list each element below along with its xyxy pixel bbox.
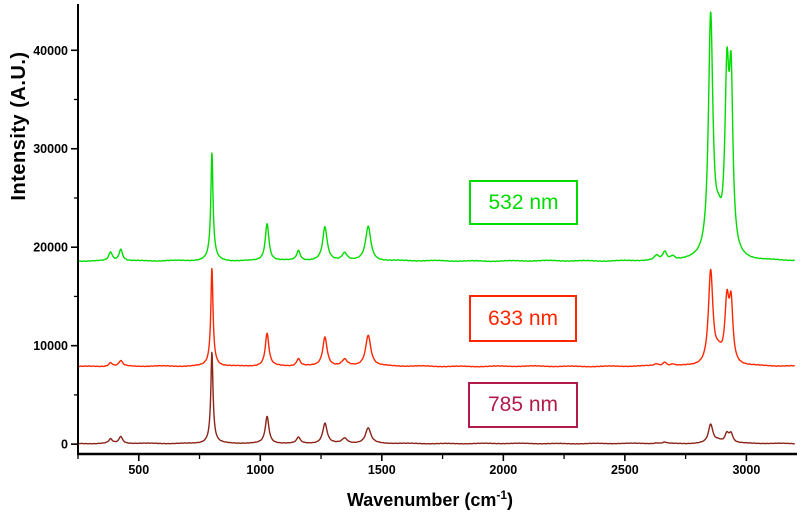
y-tick-label: 30000 (33, 142, 68, 156)
axis-ticks (71, 49, 748, 461)
x-axis-title-close: ) (507, 490, 514, 510)
annotation-box-785nm: 785 nm (468, 382, 578, 428)
x-tick-label: 2500 (611, 463, 639, 477)
axis-tick-labels: 500 1000 1500 2000 2500 300001000020000300004… (33, 44, 760, 477)
x-axis-title-superscript: -1 (496, 488, 508, 502)
y-axis-title-text: Intensity (A.U.) (8, 51, 30, 201)
y-tick-label: 20000 (33, 241, 68, 255)
spectrum-trace-633nm (77, 267, 796, 368)
axes (77, 4, 797, 456)
x-tick-label: 1000 (246, 463, 274, 477)
annotation-box-532nm: 532 nm (469, 180, 578, 225)
annotation-label-633nm: 633 nm (487, 306, 559, 330)
x-axis-title: Wavenumber (cm-1) (307, 488, 553, 512)
x-axis-title-text: Wavenumber (cm (346, 490, 497, 510)
x-tick-label: 2000 (489, 463, 517, 477)
annotation-label-532nm: 532 nm (488, 190, 559, 214)
annotation-box-633nm: 633 nm (469, 295, 577, 342)
annotation-label-785nm: 785 nm (487, 393, 559, 416)
x-tick-label: 3000 (732, 463, 760, 477)
x-tick-label: 1500 (368, 463, 396, 477)
spectrum-trace-532nm (77, 11, 796, 263)
y-tick-label: 0 (61, 438, 68, 452)
y-axis-title: Intensity (A.U.) (6, 41, 32, 211)
spectrum-trace-785nm (77, 351, 796, 445)
y-tick-label: 10000 (33, 339, 68, 353)
spectra-traces (77, 11, 796, 445)
y-tick-label: 40000 (33, 44, 68, 58)
x-tick-label: 500 (128, 463, 149, 477)
